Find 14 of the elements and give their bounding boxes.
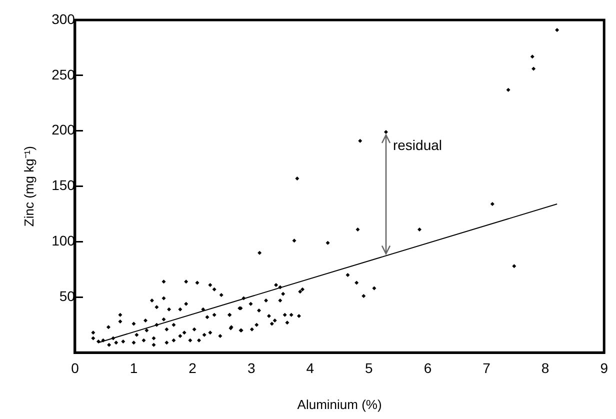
x-tick-label: 2	[188, 360, 197, 376]
x-tick-label: 1	[130, 360, 138, 376]
x-tick-label: 9	[600, 360, 608, 376]
y-tick-label: 300	[52, 10, 76, 27]
y-axis-title: Zinc (mg kg⁻¹)	[21, 146, 36, 227]
x-tick-label: 0	[71, 360, 80, 376]
x-tick-label: 8	[541, 360, 550, 376]
x-tick-label: 6	[424, 360, 432, 376]
x-tick-label: 4	[306, 360, 314, 376]
x-tick-label: 7	[482, 360, 491, 376]
x-tick-label: 5	[365, 360, 374, 376]
x-tick-label: 3	[247, 360, 256, 376]
annotation: residual	[392, 136, 442, 153]
x-axis-title: Aluminium (%)	[297, 396, 382, 412]
